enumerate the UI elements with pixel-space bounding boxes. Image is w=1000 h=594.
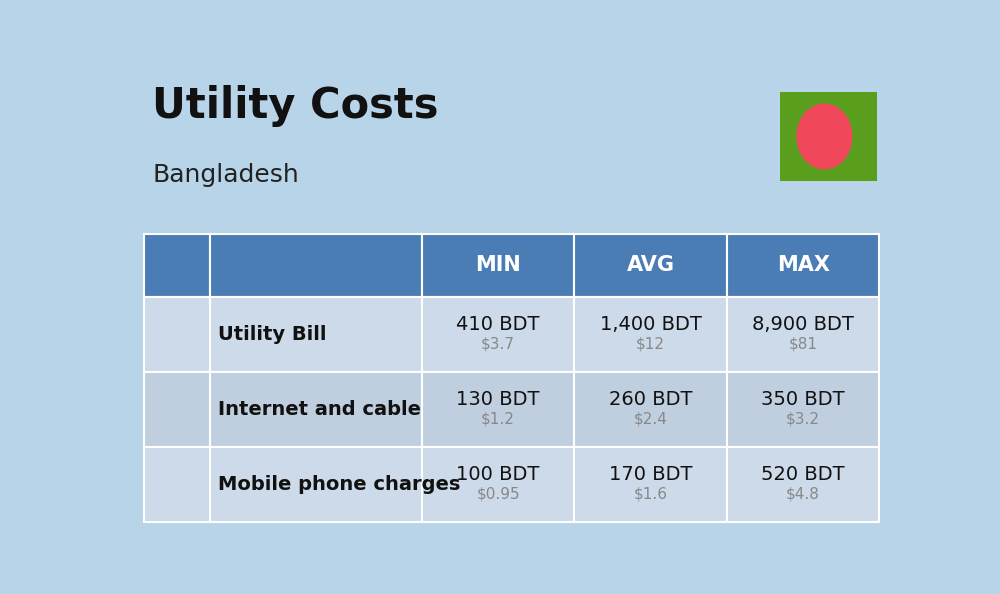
Bar	[727, 297, 879, 372]
Text: $2.4: $2.4	[634, 412, 668, 426]
Text: $4.8: $4.8	[786, 486, 820, 501]
Bar	[574, 233, 727, 297]
Text: $3.2: $3.2	[786, 412, 820, 426]
Text: Mobile phone charges: Mobile phone charges	[218, 475, 460, 494]
Bar	[144, 297, 210, 372]
Text: Utility Costs: Utility Costs	[152, 85, 439, 127]
Bar	[422, 447, 574, 522]
Text: $81: $81	[789, 337, 818, 352]
Bar	[574, 447, 727, 522]
Bar	[727, 233, 879, 297]
Bar	[210, 233, 422, 297]
Text: 1,400 BDT: 1,400 BDT	[600, 315, 702, 334]
Bar	[422, 233, 574, 297]
Bar	[422, 372, 574, 447]
Text: $1.2: $1.2	[481, 412, 515, 426]
Bar	[210, 297, 422, 372]
Text: 130 BDT: 130 BDT	[456, 390, 540, 409]
Bar	[422, 297, 574, 372]
Text: $3.7: $3.7	[481, 337, 515, 352]
Text: 410 BDT: 410 BDT	[456, 315, 540, 334]
Text: 260 BDT: 260 BDT	[609, 390, 692, 409]
Bar	[574, 372, 727, 447]
Text: 100 BDT: 100 BDT	[456, 465, 540, 484]
Text: Utility Bill: Utility Bill	[218, 325, 326, 344]
Ellipse shape	[796, 103, 853, 169]
Bar	[780, 92, 877, 181]
Text: 170 BDT: 170 BDT	[609, 465, 692, 484]
Text: 8,900 BDT: 8,900 BDT	[752, 315, 854, 334]
Text: Internet and cable: Internet and cable	[218, 400, 421, 419]
Bar	[210, 447, 422, 522]
Bar	[144, 447, 210, 522]
Text: 350 BDT: 350 BDT	[761, 390, 845, 409]
Bar	[210, 372, 422, 447]
Bar	[144, 372, 210, 447]
Bar	[727, 447, 879, 522]
Bar	[574, 297, 727, 372]
Text: $1.6: $1.6	[634, 486, 668, 501]
Text: MAX: MAX	[777, 255, 830, 276]
Text: 520 BDT: 520 BDT	[761, 465, 845, 484]
Text: Bangladesh: Bangladesh	[152, 163, 299, 187]
Bar	[144, 233, 210, 297]
Bar	[727, 372, 879, 447]
Text: MIN: MIN	[475, 255, 521, 276]
Text: $12: $12	[636, 337, 665, 352]
Text: AVG: AVG	[627, 255, 675, 276]
Text: $0.95: $0.95	[476, 486, 520, 501]
